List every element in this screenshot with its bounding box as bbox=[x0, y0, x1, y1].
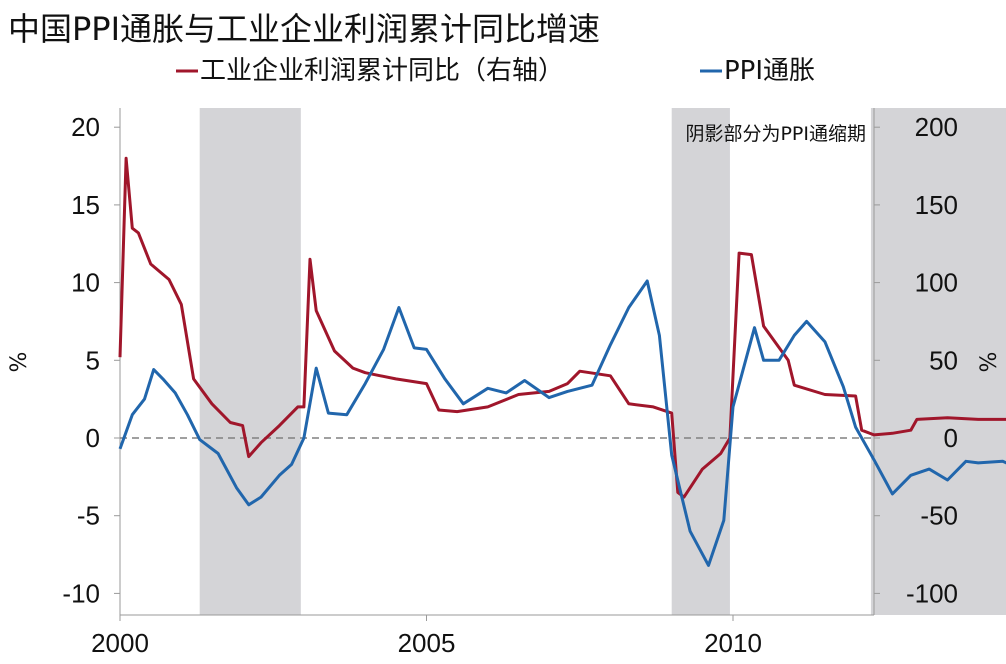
right-tick-label: 0 bbox=[944, 423, 958, 453]
left-axis-label: % bbox=[7, 352, 32, 373]
chart-title: 中国PPI通胀与工业企业利润累计同比增速 bbox=[8, 10, 601, 48]
shaded-period bbox=[199, 108, 301, 615]
x-tick-label: 2005 bbox=[398, 628, 456, 658]
left-tick-label: 10 bbox=[71, 268, 100, 298]
left-tick-label: -10 bbox=[62, 578, 100, 608]
plot-frame bbox=[119, 108, 875, 616]
shaded-period bbox=[870, 108, 1006, 615]
shaded-period bbox=[671, 108, 730, 615]
right-tick-label: 200 bbox=[915, 112, 958, 142]
left-tick-label: 15 bbox=[71, 190, 100, 220]
ppi-line bbox=[118, 279, 1006, 567]
x-tick-label: 2010 bbox=[704, 628, 762, 658]
right-tick-label: -100 bbox=[906, 578, 958, 608]
legend: 工业企业利润累计同比（右轴） PPI通胀 bbox=[176, 56, 815, 86]
right-tick-label: 150 bbox=[915, 190, 958, 220]
annotations: 阴影部分为PPI通缩期2023/11 -3.0 bbox=[685, 123, 866, 145]
right-tick-label: -50 bbox=[920, 501, 958, 531]
shade-note: 阴影部分为PPI通缩期 bbox=[685, 123, 866, 145]
x-tick-label: 2000 bbox=[91, 628, 149, 658]
left-tick-label: -5 bbox=[77, 501, 100, 531]
left-tick-label: 0 bbox=[86, 423, 100, 453]
right-tick-label: 100 bbox=[915, 268, 958, 298]
profit-growth-line bbox=[118, 156, 1006, 499]
right-axis-label: % bbox=[977, 352, 1002, 373]
right-tick-label: 50 bbox=[929, 345, 958, 375]
legend-label: PPI通胀 bbox=[724, 56, 815, 86]
left-tick-label: 20 bbox=[71, 112, 100, 142]
legend-label: 工业企业利润累计同比（右轴） bbox=[200, 56, 564, 86]
shaded-periods bbox=[199, 108, 1006, 615]
left-tick-label: 5 bbox=[86, 345, 100, 375]
series-lines bbox=[118, 156, 1006, 567]
